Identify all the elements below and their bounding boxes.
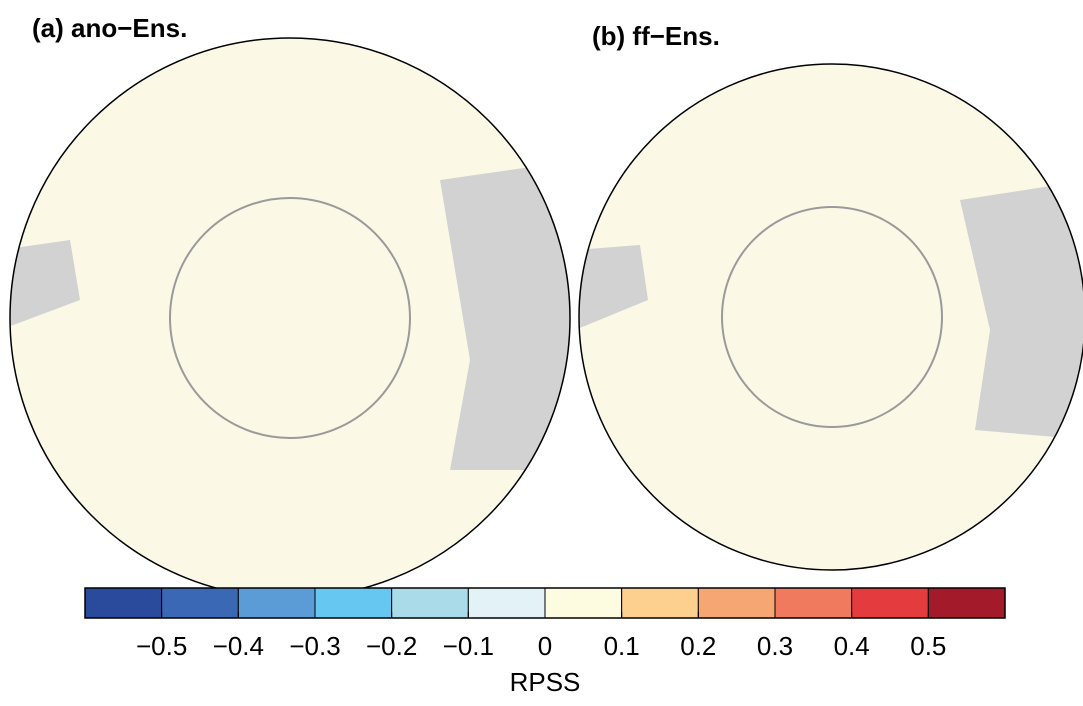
colorbar-tick-label: 0.2 bbox=[680, 631, 716, 661]
colorbar-box bbox=[621, 587, 699, 619]
colorbar-box bbox=[851, 587, 929, 619]
colorbar-box bbox=[927, 587, 1006, 619]
land-mask bbox=[10, 160, 570, 470]
map-disk bbox=[10, 38, 570, 598]
panel-title: (b) ff−Ens. bbox=[592, 21, 720, 51]
colorbar-tick-label: 0 bbox=[538, 631, 552, 661]
colorbar-tick-label: 0.1 bbox=[604, 631, 640, 661]
map-border bbox=[578, 63, 1083, 571]
colorbar-box bbox=[391, 587, 469, 619]
colorbar-box bbox=[314, 587, 393, 619]
colorbar-tick-label: 0.4 bbox=[834, 631, 870, 661]
panel-title: (a) ano−Ens. bbox=[32, 13, 187, 43]
colorbar-box bbox=[774, 587, 853, 619]
colorbar-box bbox=[84, 587, 163, 619]
colorbar-tick-label: −0.4 bbox=[213, 631, 264, 661]
colorbar-tick-label: 0.5 bbox=[910, 631, 946, 661]
colorbar-tick-label: −0.2 bbox=[366, 631, 417, 661]
colorbar-tick-label: −0.1 bbox=[443, 631, 494, 661]
map-disk bbox=[579, 64, 1083, 570]
colorbar-box bbox=[237, 587, 316, 619]
map-a: (a) ano−Ens. bbox=[9, 13, 571, 599]
colorbar-box bbox=[161, 587, 239, 619]
colorbar-tick-label: 0.3 bbox=[757, 631, 793, 661]
land-mask bbox=[579, 180, 1083, 440]
colorbar-box bbox=[467, 587, 546, 619]
colorbar-tick-label: −0.3 bbox=[289, 631, 340, 661]
map-b: (b) ff−Ens. bbox=[578, 21, 1083, 571]
colorbar-label: RPSS bbox=[510, 667, 581, 697]
colorbar: −0.5 −0.4 −0.3 −0.2 −0.1 0 0.1 0.2 0.3 0.4 0.5 RPSS bbox=[84, 587, 1006, 697]
colorbar-box bbox=[697, 587, 776, 619]
colorbar-tick-label: −0.5 bbox=[136, 631, 187, 661]
colorbar-box bbox=[544, 587, 623, 619]
